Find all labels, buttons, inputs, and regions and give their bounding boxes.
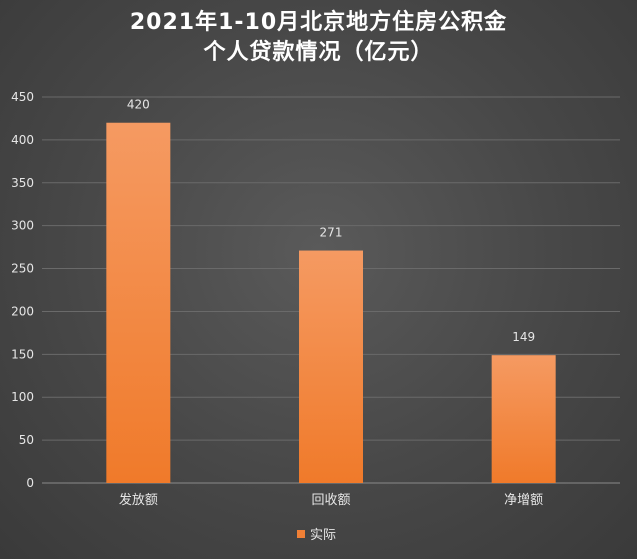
legend-label: 实际 [310, 528, 336, 543]
y-tick-label: 200 [11, 304, 34, 318]
y-tick-label: 100 [11, 390, 34, 404]
data-labels: 420 271 149 [127, 98, 535, 344]
data-label: 149 [512, 330, 535, 344]
bar [299, 250, 363, 483]
y-axis-ticks: 0 50 100 150 200 250 300 350 400 450 [11, 90, 34, 490]
y-tick-label: 250 [11, 262, 34, 276]
legend-swatch [297, 530, 305, 538]
bar [106, 122, 171, 483]
x-tick-label: 净增额 [504, 493, 543, 508]
data-label: 420 [127, 98, 150, 112]
bars [106, 122, 556, 483]
chart-title-line-2: 个人贷款情况（亿元） [203, 40, 434, 65]
y-tick-label: 400 [11, 133, 34, 147]
x-tick-label: 回收额 [311, 493, 350, 508]
chart-title-line-1: 2021年1-10月北京地方住房公积金 [129, 10, 508, 35]
legend: 实际 [297, 528, 336, 543]
data-label: 271 [320, 226, 343, 240]
x-tick-label: 发放额 [119, 492, 158, 508]
y-tick-label: 300 [11, 219, 34, 233]
x-axis-ticks: 发放额 回收额 净增额 [119, 492, 543, 508]
y-tick-label: 50 [19, 433, 34, 447]
y-tick-label: 350 [11, 176, 34, 190]
y-tick-label: 0 [26, 476, 34, 490]
y-tick-label: 150 [11, 347, 34, 361]
y-tick-label: 450 [11, 90, 34, 104]
chart-title: 2021年1-10月北京地方住房公积金 个人贷款情况（亿元） [0, 8, 637, 68]
bar [491, 355, 556, 483]
